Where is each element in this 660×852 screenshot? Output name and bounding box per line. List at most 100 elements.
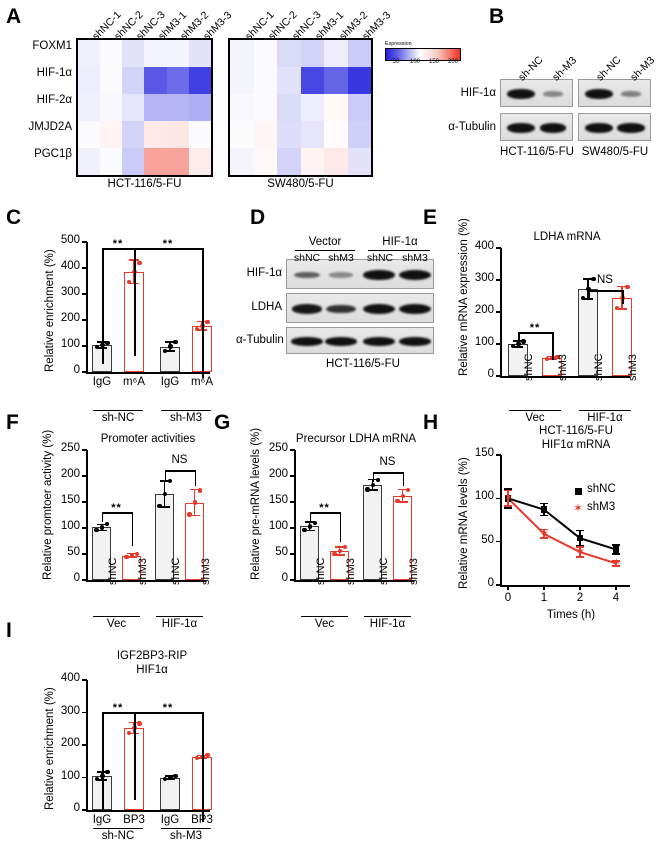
- blot-lane-box: [286, 293, 434, 323]
- sig-bracket: [134, 712, 202, 714]
- sig-bracket-arm: [102, 248, 104, 364]
- significance-label: **: [162, 702, 174, 714]
- panel-a-row-label: HIF-1α: [36, 67, 72, 79]
- error-cap: [304, 521, 315, 524]
- y-tick: [81, 293, 87, 295]
- y-tick: [81, 711, 87, 714]
- x-tick-label: 4: [612, 592, 620, 604]
- group-label: sh-NC: [101, 412, 135, 424]
- data-point: [94, 776, 100, 781]
- y-tick-label: 250: [268, 442, 288, 454]
- y-tick-label: 0: [487, 577, 494, 589]
- data-point: [516, 341, 521, 346]
- sig-bracket-arm: [101, 512, 103, 522]
- group-underline: [364, 616, 411, 618]
- y-tick: [81, 553, 87, 555]
- y-tick-label: 100: [474, 490, 494, 503]
- heatmap-cell: [347, 40, 371, 67]
- data-point: [400, 493, 406, 498]
- blot-row-label: HIF-1α: [246, 267, 282, 279]
- y-tick: [495, 311, 501, 313]
- x-axis: [294, 580, 414, 582]
- y-tick: [81, 501, 87, 503]
- y-tick: [289, 501, 295, 503]
- data-point: [173, 340, 178, 345]
- heatmap-cell: [144, 67, 167, 94]
- y-tick: [81, 267, 87, 269]
- heatmap-cell: [100, 94, 123, 121]
- sig-bracket: [101, 512, 132, 514]
- x-tick-label: IgG: [92, 376, 112, 388]
- heatmap-cell: [324, 94, 348, 121]
- data-point-star: ✶: [540, 527, 550, 540]
- chart-title: HIF1α: [136, 664, 168, 676]
- blot-lane-label: shM3: [402, 252, 428, 264]
- y-axis-label: Relative mRNA expression (%): [458, 218, 470, 376]
- panel-a-row-label: FOXM1: [32, 40, 72, 52]
- y-tick-label: 200: [60, 312, 80, 324]
- data-point: [205, 319, 210, 325]
- group-underline: [161, 828, 211, 830]
- chart-title: IGF2BP3-RIP: [116, 650, 188, 662]
- error-bar: [507, 490, 509, 507]
- heatmap-cell: [324, 121, 348, 148]
- sig-bracket-arm: [518, 332, 520, 340]
- heatmap-cell: [100, 121, 123, 148]
- group-underline: [301, 616, 348, 618]
- protein-band: [291, 304, 323, 314]
- x-axis-label: Times (h): [546, 609, 596, 621]
- protein-band: [325, 337, 357, 346]
- y-tick-label: 200: [268, 468, 288, 480]
- data-point: [126, 280, 132, 285]
- heatmap-right-caption: SW480/5-FU: [267, 178, 334, 190]
- significance-label: NS: [379, 456, 396, 468]
- heatmap-cell: [144, 94, 167, 121]
- blot-lane-label: shNC: [366, 252, 394, 264]
- panel-f-label: F: [6, 411, 19, 434]
- error-bar: [615, 560, 617, 566]
- x-axis: [86, 372, 210, 374]
- chart-title: HIF1α mRNA: [541, 439, 611, 451]
- group-underline: [93, 828, 143, 830]
- heatmap-cell: [78, 40, 101, 67]
- protein-band: [398, 269, 432, 281]
- group-underline: [579, 410, 631, 412]
- group-underline: [93, 616, 140, 618]
- protein-band: [617, 123, 645, 133]
- sig-bracket-arm: [402, 472, 404, 486]
- heatmap-cell: [122, 67, 145, 94]
- data-point: [162, 492, 168, 497]
- y-tick-label: 400: [60, 672, 80, 684]
- group-label: sh-M3: [170, 412, 202, 424]
- sig-bracket: [102, 712, 134, 714]
- heatmap-cell: [324, 40, 348, 67]
- significance-label: NS: [597, 274, 613, 286]
- group-label: Vector: [308, 236, 342, 248]
- heatmap-cell: [277, 67, 301, 94]
- y-tick-label: 150: [474, 447, 494, 459]
- heatmap-cell: [188, 40, 211, 67]
- heatmap-cell: [277, 121, 301, 148]
- sig-bracket: [102, 248, 134, 250]
- error-cap: [617, 308, 627, 310]
- data-point-star: ✶: [504, 492, 514, 505]
- sig-bracket: [134, 248, 202, 250]
- y-tick-label: 400: [474, 240, 494, 252]
- protein-band: [362, 303, 396, 315]
- heatmap-cell: [324, 148, 348, 175]
- blot-lane-box: [578, 113, 651, 141]
- x-tick-label: 1: [540, 592, 548, 604]
- protein-band: [363, 337, 395, 346]
- error-cap: [540, 528, 548, 531]
- x-tick-label: shNC: [593, 353, 605, 381]
- panel-h-label: H: [423, 411, 439, 434]
- group-underline: [295, 250, 355, 252]
- heatmap-cell: [347, 121, 371, 148]
- x-tick: [507, 585, 509, 590]
- x-axis: [500, 585, 630, 587]
- x-tick-label: shNC: [523, 353, 535, 381]
- heatmap-cell: [230, 40, 254, 67]
- y-tick-label: 300: [60, 286, 80, 298]
- error-cap: [540, 502, 548, 505]
- x-tick-label: 2: [576, 592, 584, 604]
